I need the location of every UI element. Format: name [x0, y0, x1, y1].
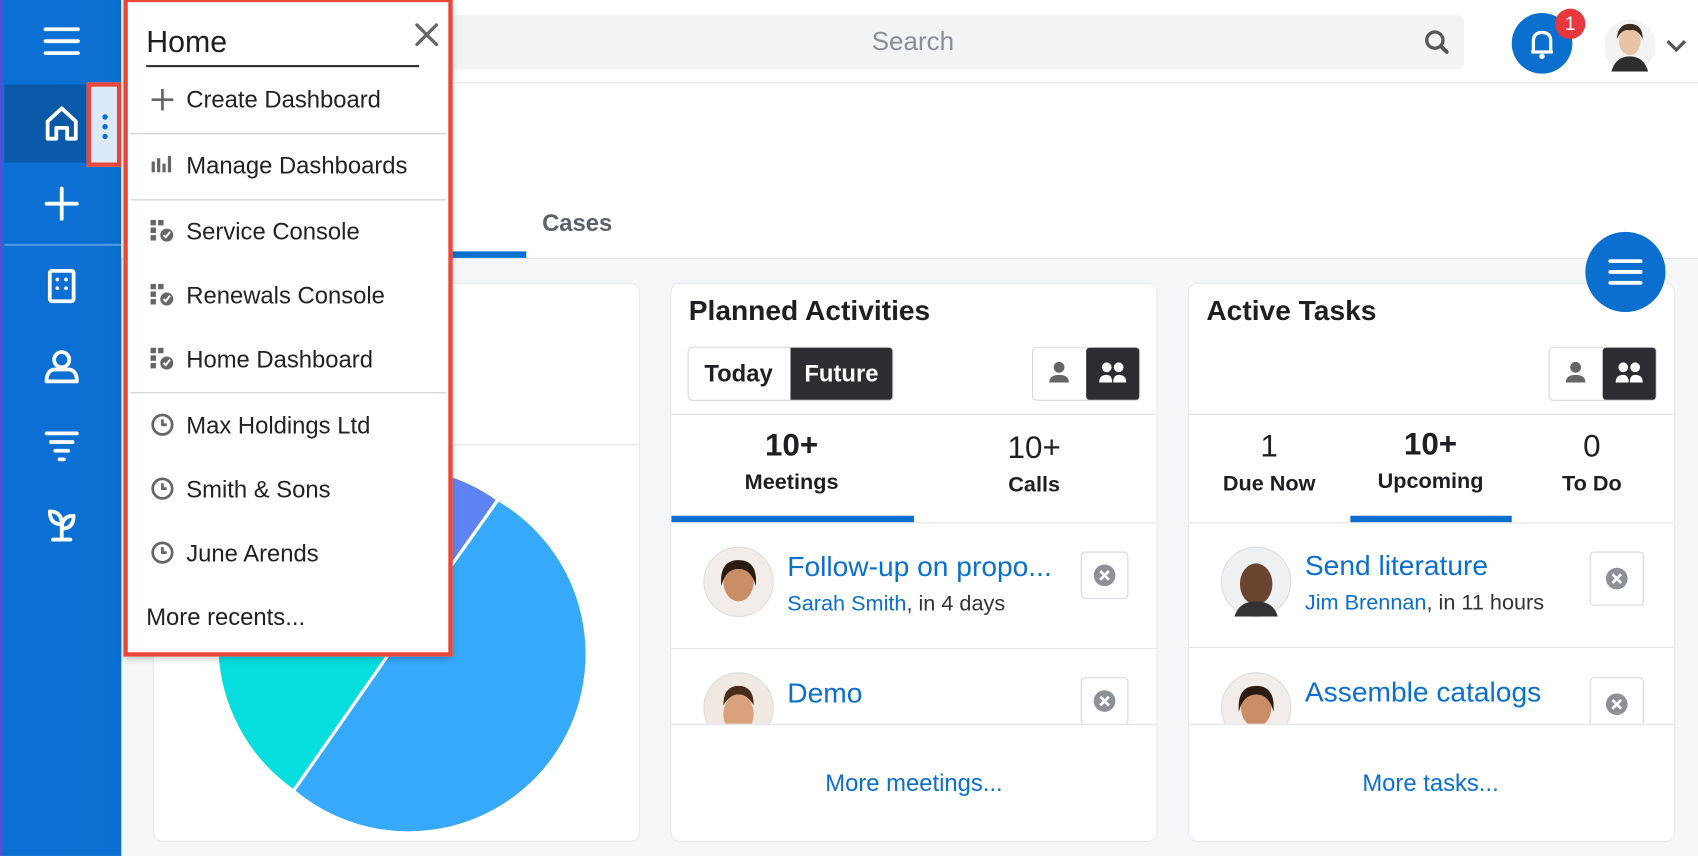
dashlet-title: Planned Activities [688, 294, 931, 327]
title-underline [146, 65, 420, 68]
kebab-icon [102, 114, 108, 140]
activity-title[interactable]: Demo [787, 676, 863, 710]
dismiss-button[interactable] [1589, 551, 1644, 606]
search-icon[interactable] [1423, 28, 1451, 56]
home-icon[interactable] [45, 106, 78, 141]
activity-person[interactable]: Sarah Smith [787, 592, 907, 616]
stat-label[interactable]: Meetings [744, 470, 839, 495]
stat-count: 0 [1583, 429, 1601, 465]
divider [1189, 646, 1675, 648]
task-title[interactable]: Send literature [1304, 548, 1489, 582]
divider [129, 133, 447, 135]
menu-item[interactable]: Manage Dashboards [186, 151, 408, 179]
filter-button[interactable]: Today [704, 359, 773, 387]
menu-item[interactable]: Smith & Sons [186, 475, 331, 503]
menu-item[interactable]: June Arends [186, 539, 319, 567]
dismiss-icon [1093, 690, 1116, 712]
dismiss-button[interactable] [1080, 677, 1129, 725]
filter-button[interactable]: Future [804, 359, 879, 387]
activity-title[interactable]: Follow-up on propo... [787, 549, 1052, 583]
task-person[interactable]: Jim Brennan [1304, 591, 1427, 615]
task-title[interactable]: Assemble catalogs [1304, 675, 1542, 709]
divider [129, 392, 447, 394]
menu-item[interactable]: Create Dashboard [186, 85, 381, 113]
active-filter-bg [790, 347, 893, 400]
planned-activities-dashlet: Planned Activities Today Future 10+ Meet… [671, 283, 1157, 841]
hamburger-icon[interactable] [43, 27, 80, 55]
menu-item[interactable]: Renewals Console [186, 281, 385, 309]
divider [671, 647, 1157, 650]
activity-when: , in 4 days [906, 592, 1006, 616]
search-placeholder: Search [871, 27, 955, 57]
sidebar [0, 0, 122, 856]
stat-label[interactable]: Calls [1008, 472, 1061, 497]
close-button[interactable] [412, 20, 442, 50]
stat-count: 1 [1260, 429, 1278, 465]
divider [129, 199, 447, 201]
user-menu[interactable] [1604, 15, 1692, 76]
sidebar-icons [43, 27, 80, 542]
stat-label[interactable]: Due Now [1222, 471, 1316, 496]
divider [671, 522, 1157, 524]
dashlet-title: Active Tasks [1206, 294, 1377, 327]
active-stat-underline [671, 515, 914, 523]
stat-count: 10+ [764, 428, 819, 464]
notification-count: 1 [1564, 12, 1576, 35]
stat-label[interactable]: To Do [1561, 471, 1622, 496]
dashlet-footer [671, 723, 1157, 841]
create-icon[interactable] [44, 186, 79, 221]
active-stat-underline [1350, 515, 1512, 523]
dismiss-icon [1605, 567, 1628, 590]
dismiss-icon [1093, 564, 1116, 587]
divider [1189, 522, 1675, 524]
menu-item[interactable]: Home Dashboard [186, 345, 373, 373]
accounts-icon[interactable] [47, 268, 76, 304]
dismiss-button[interactable] [1080, 551, 1129, 600]
dashlet-footer [1189, 723, 1675, 841]
kebab-button[interactable] [86, 82, 122, 167]
menu-title: Home [146, 24, 228, 59]
more-recents-link[interactable]: More recents... [146, 603, 306, 631]
leads-icon[interactable] [44, 431, 79, 462]
menu-item[interactable]: Max Holdings Ltd [186, 411, 371, 439]
scope-toggle[interactable] [1548, 346, 1657, 401]
more-link[interactable]: More tasks... [1362, 769, 1499, 797]
stat-label[interactable]: Upcoming [1377, 469, 1484, 494]
more-link[interactable]: More meetings... [825, 769, 1003, 797]
search-box[interactable] [433, 15, 1465, 70]
stat-count: 10+ [1007, 430, 1061, 466]
opportunities-icon[interactable] [47, 509, 76, 542]
notification-bell[interactable] [1507, 7, 1587, 79]
home-menu: Home Create Dashboard Manage Dashboards … [123, 0, 453, 657]
divider [671, 413, 1157, 415]
dismiss-button[interactable] [1589, 677, 1644, 732]
contacts-icon[interactable] [44, 350, 79, 384]
floating-menu-button[interactable] [1583, 230, 1670, 317]
stat-count: 10+ [1403, 427, 1458, 463]
pie-slice [291, 497, 589, 835]
tab[interactable]: Cases [542, 209, 613, 237]
dismiss-icon [1605, 693, 1628, 716]
menu-icons [150, 88, 174, 564]
scope-toggle[interactable] [1032, 346, 1141, 401]
divider [4, 243, 122, 246]
active-tab-underline [443, 251, 527, 258]
active-tasks-dashlet: Active Tasks 1 Due Now 10+ Upcoming 0 To… [1189, 283, 1675, 841]
task-when: , in 11 hours [1426, 591, 1545, 615]
filter-toggle [687, 346, 894, 401]
menu-item[interactable]: Service Console [186, 217, 360, 245]
divider [1189, 413, 1675, 415]
